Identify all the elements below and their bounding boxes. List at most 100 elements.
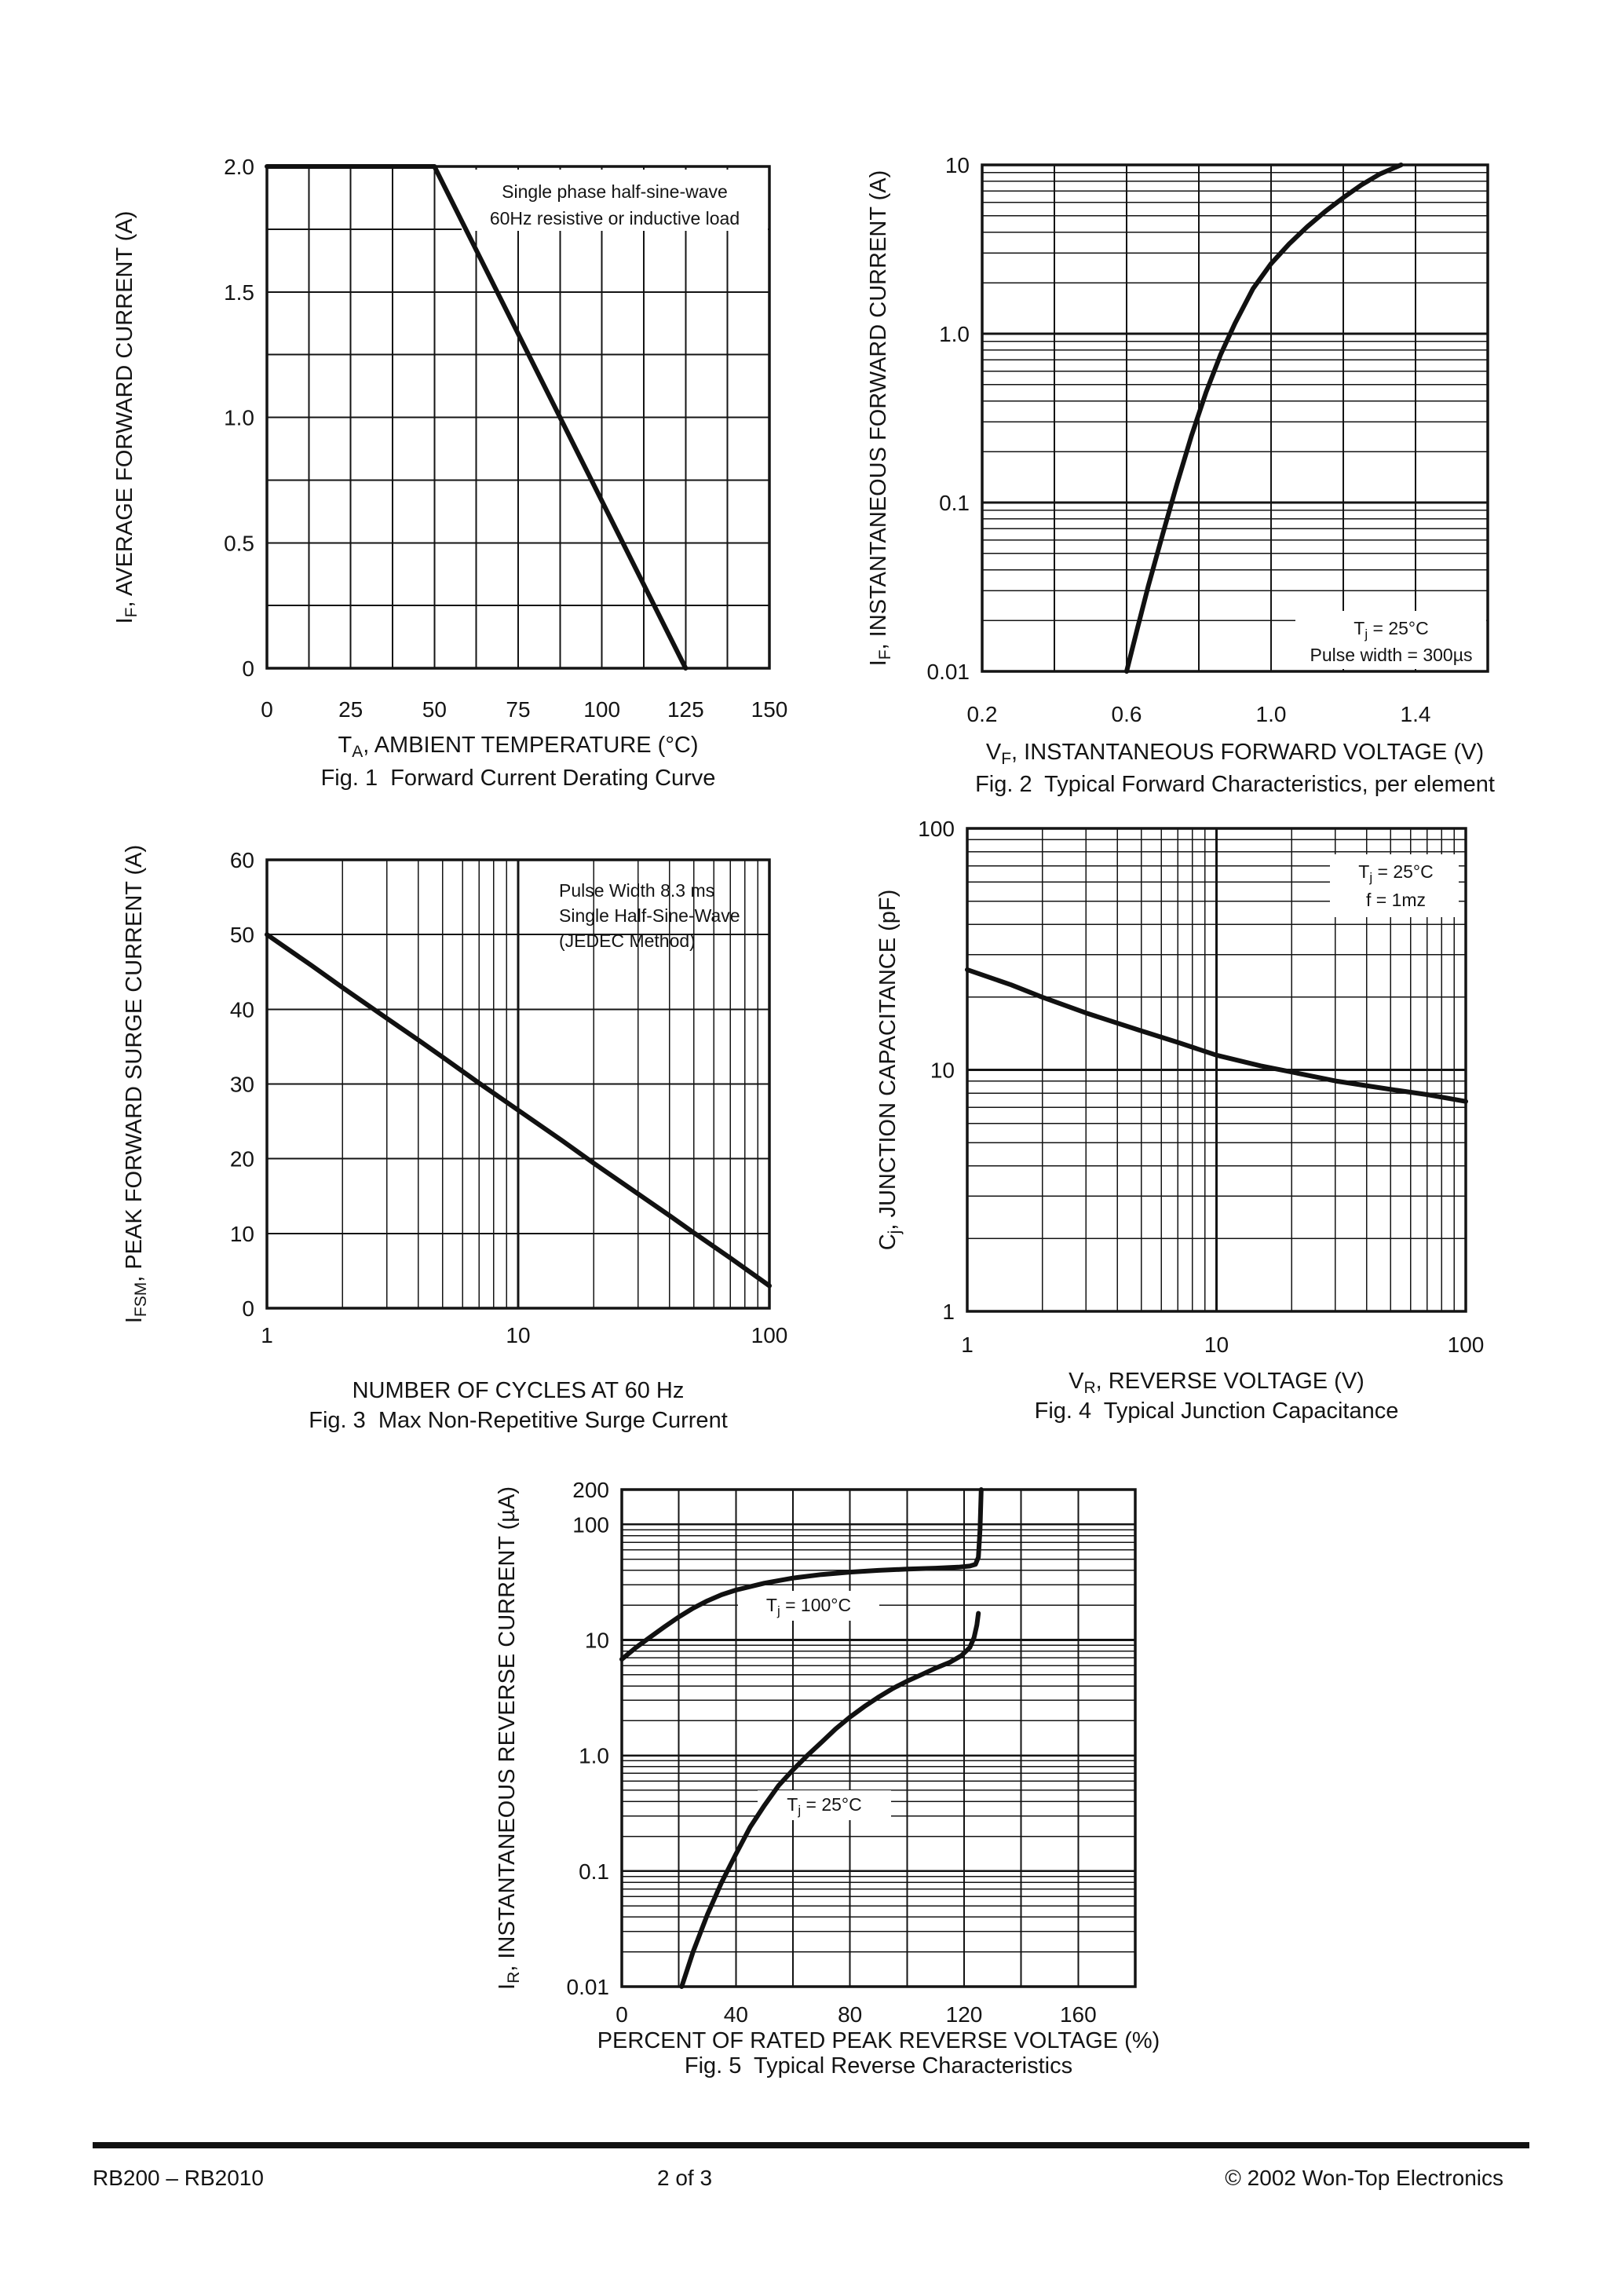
fig5-x-axis-label: PERCENT OF RATED PEAK REVERSE VOLTAGE (%… (597, 2028, 1160, 2053)
fig5-annotation-box (758, 1790, 891, 1820)
fig2-annotation: Tj = 25°C (1353, 618, 1428, 642)
fig1-y-tick: 0 (242, 656, 254, 681)
fig2-y-tick: 0.1 (939, 491, 970, 515)
fig2-forward-characteristic-curve (1124, 163, 1404, 674)
fig4-tick-labels: 1 10 100 100 10 1 (918, 817, 1484, 1357)
fig1-x-axis-label: TA, AMBIENT TEMPERATURE (°C) (338, 733, 698, 761)
fig5-annotation: Tj = 100°C (766, 1595, 851, 1618)
fig4-annotation-box (1330, 854, 1459, 917)
fig1-x-tick: 0 (261, 697, 273, 722)
fig3-y-tick: 0 (242, 1296, 254, 1321)
fig3-x-axis-label: NUMBER OF CYCLES AT 60 Hz (353, 1378, 685, 1403)
fig4-annotation: Tj = 25°C (1358, 861, 1433, 885)
fig5-x-tick: 0 (616, 2002, 628, 2027)
fig2-x-tick: 1.4 (1401, 702, 1431, 726)
fig1-grid (267, 166, 769, 668)
fig2-annotation-box (1295, 611, 1486, 669)
fig1-x-tick: 150 (751, 697, 788, 722)
fig3-y-tick: 20 (230, 1147, 254, 1172)
fig1-derating-curve (265, 164, 689, 671)
fig4-y-axis-label: Cj, JUNCTION CAPACITANCE (pF) (875, 890, 904, 1251)
fig2-caption: Fig. 2 Typical Forward Characteristics, … (975, 772, 1495, 797)
fig1-annotation-box (462, 170, 768, 231)
fig2-y-tick: 10 (945, 153, 970, 177)
fig1-annotation: 60Hz resistive or inductive load (490, 208, 740, 229)
fig1-x-tick: 100 (583, 697, 620, 722)
fig3-annotation: Single Half-Sine-Wave (559, 905, 740, 926)
fig1-caption: Fig. 1 Forward Current Derating Curve (321, 766, 716, 791)
fig5-x-tick: 160 (1060, 2002, 1097, 2027)
fig4-chart: 1 10 100 100 10 1 VR, REVERSE VOLTAGE (V) Cj, J… (875, 817, 1484, 1424)
fig1-chart: 0 25 50 75 100 125 150 2.0 1.5 1.0 0.5 0 TA, AMBIENT… (112, 155, 787, 791)
fig1-x-tick: 50 (422, 697, 447, 722)
fig4-plot-border (966, 827, 1467, 1313)
fig3-x-tick: 1 (261, 1323, 273, 1347)
fig5-y-tick: 100 (572, 1512, 609, 1537)
fig3-y-axis-label: IFSM, PEAK FORWARD SURGE CURRENT (A) (122, 845, 150, 1323)
fig4-y-tick: 1 (942, 1300, 955, 1324)
fig5-x-tick: 40 (724, 2002, 748, 2027)
fig2-plot-border (981, 163, 1489, 673)
fig1-x-tick: 125 (667, 697, 704, 722)
fig5-caption: Fig. 5 Typical Reverse Characteristics (685, 2053, 1072, 2078)
fig5-y-tick: 1.0 (579, 1744, 609, 1768)
fig1-y-tick: 1.5 (224, 280, 254, 305)
fig3-y-tick: 60 (230, 848, 254, 872)
fig5-y-tick: 0.01 (567, 1975, 610, 1999)
fig2-y-tick: 1.0 (939, 322, 970, 346)
fig1-tick-labels: 0 25 50 75 100 125 150 2.0 1.5 1.0 0.5 0 (224, 155, 787, 722)
fig5-y-tick: 200 (572, 1478, 609, 1502)
fig5-tick-labels: 0 40 80 120 160 200 100 10 1.0 0.1 0.01 (567, 1478, 1097, 2027)
fig5-x-tick: 120 (946, 2002, 983, 2027)
fig4-caption: Fig. 4 Typical Junction Capacitance (1035, 1398, 1399, 1424)
fig2-grid (982, 165, 1488, 671)
fig1-y-tick: 0.5 (224, 531, 254, 555)
fig4-x-tick: 100 (1448, 1333, 1485, 1357)
fig3-y-tick: 30 (230, 1073, 254, 1097)
fig2-x-tick: 0.6 (1112, 702, 1142, 726)
footer-page-number: 2 of 3 (656, 2166, 713, 2190)
fig3-annotation: (JEDEC Method) (559, 930, 696, 951)
fig5-x-tick: 80 (838, 2002, 862, 2027)
fig5-y-tick: 10 (585, 1628, 609, 1652)
fig2-x-tick: 1.0 (1256, 702, 1287, 726)
fig3-caption: Fig. 3 Max Non-Repetitive Surge Current (309, 1408, 728, 1433)
fig1-x-tick: 75 (506, 697, 530, 722)
fig5-annotation-box (738, 1591, 879, 1621)
fig1-annotation: Single phase half-sine-wave (502, 181, 728, 202)
fig5-reverse-current-100c-curve (619, 1487, 984, 1662)
fig4-x-tick: 10 (1204, 1333, 1229, 1357)
fig1-y-axis-label: IF, AVERAGE FORWARD CURRENT (A) (112, 211, 141, 624)
fig3-surge-current-curve (265, 932, 772, 1289)
fig3-y-tick: 40 (230, 997, 254, 1022)
footer-copyright: © 2002 Won-Top Electronics (1225, 2166, 1503, 2190)
fig2-y-axis-label: IF, INSTANTANEOUS FORWARD CURRENT (A) (866, 170, 894, 667)
fig5-grid (622, 1490, 1135, 1987)
fig2-y-tick: 0.01 (927, 660, 970, 684)
fig5-reverse-current-25c-curve (679, 1610, 981, 1989)
fig2-chart: 0.2 0.6 1.0 1.4 10 1.0 0.1 0.01 VF, INSTANTANEOU… (866, 153, 1495, 797)
fig1-plot-border (265, 165, 771, 670)
fig4-junction-capacitance-curve (965, 967, 1468, 1104)
fig2-tick-labels: 0.2 0.6 1.0 1.4 10 1.0 0.1 0.01 (927, 153, 1431, 726)
fig3-annotation: Pulse Width 8.3 ms (559, 880, 714, 901)
fig3-y-tick: 10 (230, 1222, 254, 1246)
fig3-plot-border (265, 858, 771, 1310)
fig3-y-tick: 50 (230, 923, 254, 947)
fig4-x-axis-label: VR, REVERSE VOLTAGE (V) (1069, 1369, 1364, 1397)
fig1-y-tick: 2.0 (224, 155, 254, 179)
fig5-chart: 0 40 80 120 160 200 100 10 1.0 0.1 0.01 PERCENT OF … (495, 1478, 1160, 2078)
fig2-x-tick: 0.2 (967, 702, 998, 726)
fig5-annotation: Tj = 25°C (787, 1794, 861, 1818)
footer-rule (93, 2142, 1529, 2148)
fig3-x-tick: 10 (506, 1323, 530, 1347)
footer-part-number: RB200 – RB2010 (93, 2166, 264, 2190)
fig4-annotation: f = 1mz (1366, 890, 1426, 910)
fig4-y-tick: 100 (918, 817, 955, 841)
fig4-y-tick: 10 (930, 1058, 955, 1083)
fig4-x-tick: 1 (961, 1333, 974, 1357)
